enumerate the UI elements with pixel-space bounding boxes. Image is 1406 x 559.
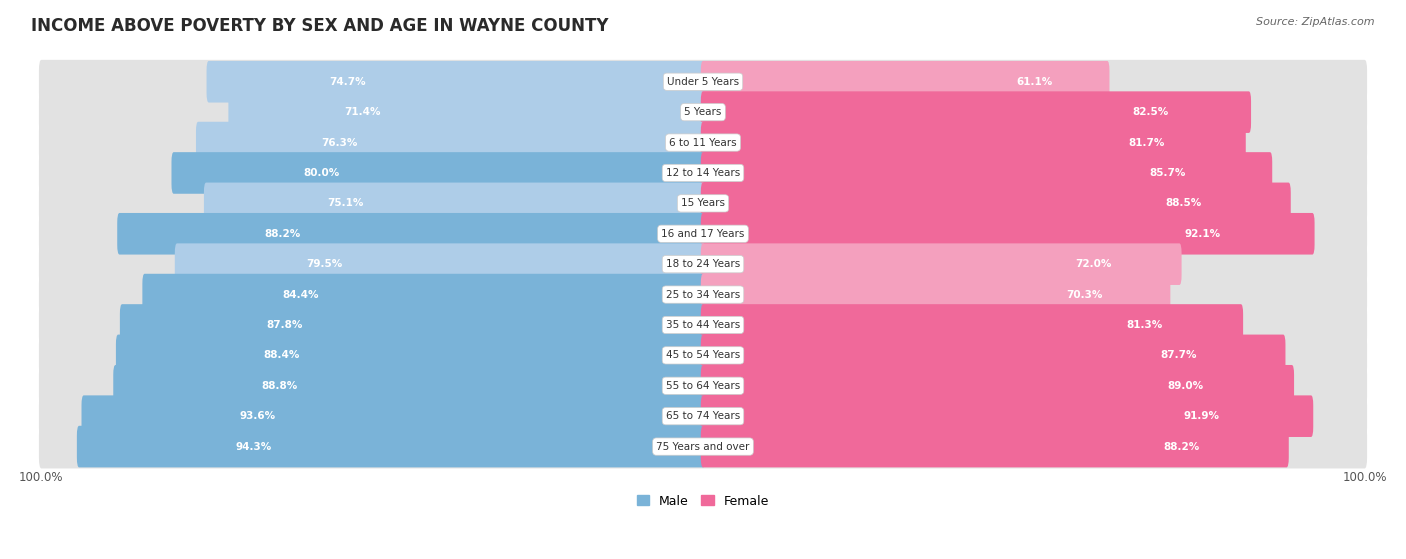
Text: 16 and 17 Years: 16 and 17 Years	[661, 229, 745, 239]
Text: 92.1%: 92.1%	[1185, 229, 1220, 239]
FancyBboxPatch shape	[700, 243, 1181, 285]
Text: 93.6%: 93.6%	[239, 411, 276, 421]
FancyBboxPatch shape	[39, 242, 1367, 286]
FancyBboxPatch shape	[228, 91, 706, 133]
FancyBboxPatch shape	[700, 274, 1170, 315]
Text: 6 to 11 Years: 6 to 11 Years	[669, 138, 737, 148]
FancyBboxPatch shape	[195, 122, 706, 163]
Text: 65 to 74 Years: 65 to 74 Years	[666, 411, 740, 421]
Text: 84.4%: 84.4%	[283, 290, 319, 300]
Text: 89.0%: 89.0%	[1168, 381, 1204, 391]
Text: 88.5%: 88.5%	[1166, 198, 1201, 209]
FancyBboxPatch shape	[39, 273, 1367, 316]
FancyBboxPatch shape	[172, 152, 706, 194]
Text: 85.7%: 85.7%	[1150, 168, 1187, 178]
Text: 25 to 34 Years: 25 to 34 Years	[666, 290, 740, 300]
Text: 5 Years: 5 Years	[685, 107, 721, 117]
FancyBboxPatch shape	[207, 61, 706, 102]
Text: 18 to 24 Years: 18 to 24 Years	[666, 259, 740, 269]
FancyBboxPatch shape	[142, 274, 706, 315]
FancyBboxPatch shape	[700, 152, 1272, 194]
FancyBboxPatch shape	[700, 122, 1246, 163]
FancyBboxPatch shape	[700, 213, 1315, 254]
Text: 45 to 54 Years: 45 to 54 Years	[666, 350, 740, 361]
FancyBboxPatch shape	[39, 182, 1367, 225]
FancyBboxPatch shape	[700, 304, 1243, 346]
FancyBboxPatch shape	[117, 213, 706, 254]
Text: Source: ZipAtlas.com: Source: ZipAtlas.com	[1257, 17, 1375, 27]
FancyBboxPatch shape	[700, 61, 1109, 102]
Text: 55 to 64 Years: 55 to 64 Years	[666, 381, 740, 391]
Text: 94.3%: 94.3%	[236, 442, 271, 452]
Text: INCOME ABOVE POVERTY BY SEX AND AGE IN WAYNE COUNTY: INCOME ABOVE POVERTY BY SEX AND AGE IN W…	[31, 17, 609, 35]
FancyBboxPatch shape	[114, 365, 706, 406]
Text: 87.8%: 87.8%	[267, 320, 302, 330]
Text: 88.8%: 88.8%	[262, 381, 298, 391]
Text: 87.7%: 87.7%	[1160, 350, 1197, 361]
FancyBboxPatch shape	[115, 335, 706, 376]
Text: 88.2%: 88.2%	[1163, 442, 1199, 452]
FancyBboxPatch shape	[39, 60, 1367, 103]
Text: 81.7%: 81.7%	[1128, 138, 1164, 148]
Text: 76.3%: 76.3%	[322, 138, 357, 148]
FancyBboxPatch shape	[39, 121, 1367, 164]
FancyBboxPatch shape	[39, 425, 1367, 468]
FancyBboxPatch shape	[204, 183, 706, 224]
FancyBboxPatch shape	[700, 426, 1289, 467]
FancyBboxPatch shape	[39, 303, 1367, 347]
Text: 15 Years: 15 Years	[681, 198, 725, 209]
Text: 82.5%: 82.5%	[1132, 107, 1168, 117]
FancyBboxPatch shape	[82, 395, 706, 437]
Text: 71.4%: 71.4%	[344, 107, 381, 117]
Text: 72.0%: 72.0%	[1076, 259, 1112, 269]
Text: 79.5%: 79.5%	[307, 259, 343, 269]
FancyBboxPatch shape	[700, 183, 1291, 224]
FancyBboxPatch shape	[39, 364, 1367, 408]
Text: 88.2%: 88.2%	[264, 229, 301, 239]
FancyBboxPatch shape	[39, 212, 1367, 255]
Text: 91.9%: 91.9%	[1184, 411, 1219, 421]
FancyBboxPatch shape	[77, 426, 706, 467]
Text: 74.7%: 74.7%	[329, 77, 366, 87]
Text: 75.1%: 75.1%	[328, 198, 363, 209]
Text: 61.1%: 61.1%	[1017, 77, 1053, 87]
FancyBboxPatch shape	[700, 91, 1251, 133]
Text: 70.3%: 70.3%	[1066, 290, 1102, 300]
FancyBboxPatch shape	[700, 395, 1313, 437]
Text: 88.4%: 88.4%	[264, 350, 299, 361]
FancyBboxPatch shape	[120, 304, 706, 346]
Text: 80.0%: 80.0%	[304, 168, 340, 178]
FancyBboxPatch shape	[700, 365, 1294, 406]
FancyBboxPatch shape	[700, 335, 1285, 376]
FancyBboxPatch shape	[39, 90, 1367, 134]
FancyBboxPatch shape	[174, 243, 706, 285]
Text: 75 Years and over: 75 Years and over	[657, 442, 749, 452]
Text: 81.3%: 81.3%	[1126, 320, 1163, 330]
Text: 35 to 44 Years: 35 to 44 Years	[666, 320, 740, 330]
Legend: Male, Female: Male, Female	[631, 490, 775, 513]
Text: Under 5 Years: Under 5 Years	[666, 77, 740, 87]
Text: 12 to 14 Years: 12 to 14 Years	[666, 168, 740, 178]
FancyBboxPatch shape	[39, 151, 1367, 195]
FancyBboxPatch shape	[39, 334, 1367, 377]
FancyBboxPatch shape	[39, 394, 1367, 438]
